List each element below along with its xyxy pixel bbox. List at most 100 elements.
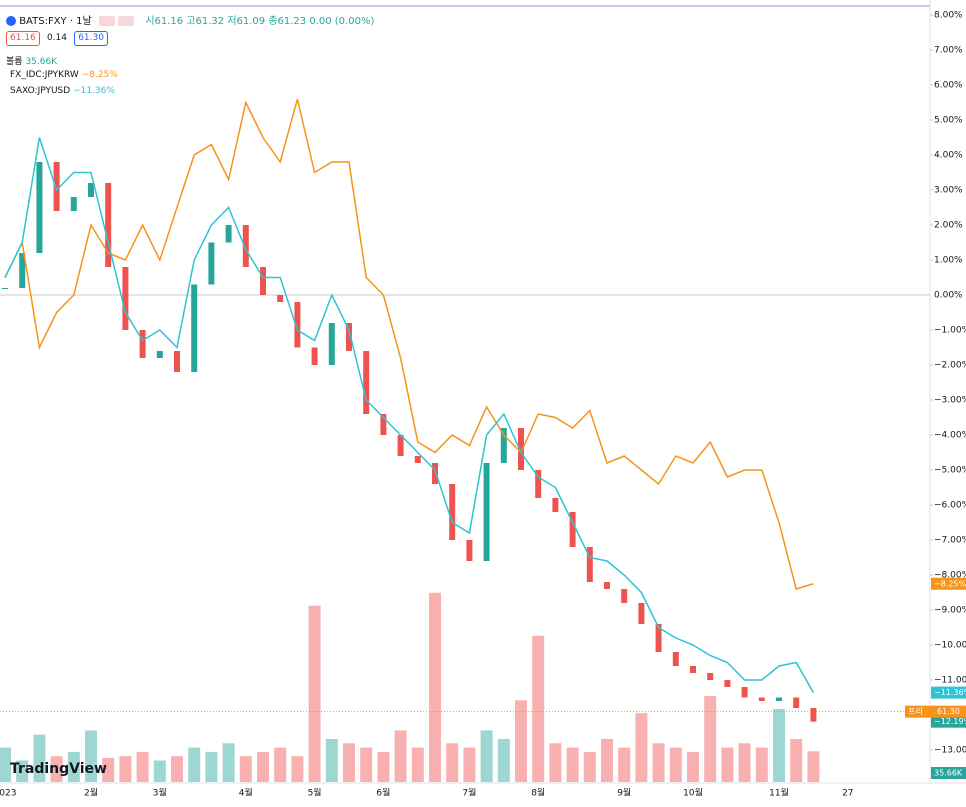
ask[interactable]: 61.30 <box>74 31 108 46</box>
volume-bar <box>411 747 424 782</box>
volume-bar <box>446 743 459 782</box>
volume-bar <box>119 756 132 782</box>
x-tick-label: 8월 <box>531 787 545 799</box>
y-tick-label: 4.00% <box>934 151 963 161</box>
price-tag-label: −11.36% <box>934 688 966 697</box>
candle <box>208 242 215 285</box>
candle <box>311 347 318 365</box>
volume-bar <box>549 743 562 782</box>
candle <box>518 428 524 470</box>
volume-bar <box>480 730 493 782</box>
x-tick-label: 2023 <box>0 789 16 799</box>
volume-bar <box>308 605 321 782</box>
volume-bar <box>652 743 665 782</box>
y-tick-label: 0.00% <box>934 291 963 301</box>
volume-bar <box>0 747 11 782</box>
badge <box>118 16 135 26</box>
candle <box>449 484 456 540</box>
candle <box>191 284 198 372</box>
candle <box>810 708 817 722</box>
candle <box>758 697 765 701</box>
candle <box>380 414 387 435</box>
volume-bar <box>171 756 183 782</box>
candle <box>466 540 473 561</box>
price-tag <box>931 686 966 699</box>
pre-price: 61.30 <box>937 707 960 716</box>
y-tick-label: −10.00% <box>934 641 966 651</box>
candle <box>277 295 284 302</box>
candle <box>328 323 335 365</box>
volume-bar <box>721 747 734 782</box>
candle <box>414 456 421 463</box>
volume-bar <box>188 747 201 782</box>
candle <box>793 697 800 708</box>
candle <box>655 624 662 652</box>
x-tick-label: 9월 <box>617 787 631 799</box>
volume-bar <box>205 751 218 782</box>
volume-bar <box>773 708 785 782</box>
volume-bar <box>807 751 820 782</box>
volume-tag <box>931 767 966 779</box>
volume-bar <box>566 747 579 782</box>
volume-value: 35.66K <box>25 57 58 67</box>
volume-bar <box>67 751 80 782</box>
volume-bar <box>704 696 717 782</box>
volume-bar <box>50 756 63 782</box>
y-tick-label: 5.00% <box>934 116 963 126</box>
x-tick-label: 27 <box>842 789 853 799</box>
candle <box>53 162 60 211</box>
x-tick-label: 6월 <box>376 787 390 799</box>
volume-bar <box>85 730 97 782</box>
candle <box>294 302 301 348</box>
candle <box>500 428 507 463</box>
candle <box>225 225 232 243</box>
quote: 61.16 0.14 61.30 <box>6 31 108 46</box>
y-tick-label: −8.00% <box>934 571 966 581</box>
candle <box>70 197 77 211</box>
volume-bar <box>515 700 527 782</box>
compare-legend: FX_IDC:JPYKRW −8.25% <box>10 70 118 80</box>
x-tick-label: 4월 <box>239 787 253 799</box>
candle <box>122 267 129 330</box>
volume-bar <box>222 743 235 782</box>
x-tick-label: 5월 <box>308 787 322 799</box>
volume-bar <box>153 760 166 782</box>
candle <box>2 288 8 289</box>
candle <box>105 183 112 267</box>
bid[interactable]: 61.16 <box>6 31 40 46</box>
volume-bar <box>755 747 768 782</box>
volume-bar <box>635 713 648 782</box>
y-tick-label: 6.00% <box>934 81 963 91</box>
volume-bar <box>274 747 287 782</box>
price-tag <box>931 577 966 590</box>
volume-bar <box>429 592 441 782</box>
volume-bar <box>377 751 390 782</box>
candle <box>690 666 696 673</box>
compare-line <box>4 98 814 590</box>
y-tick-label: 7.00% <box>934 46 963 56</box>
candle <box>707 673 714 680</box>
badge <box>98 16 115 26</box>
legend-main: BATS:FXY · 1날 시61.16 고61.32 저61.09 종61.2… <box>6 12 374 27</box>
volume-bar <box>291 756 304 782</box>
x-tick-label: 3월 <box>153 787 167 799</box>
candle <box>363 351 370 414</box>
candle <box>36 162 43 253</box>
volume-bar <box>463 747 476 782</box>
volume-bar <box>532 635 545 782</box>
volume-bar <box>669 747 682 782</box>
candle <box>741 687 748 698</box>
compare-change: −11.36% <box>73 86 115 96</box>
volume-bar <box>790 739 803 782</box>
volume-bar <box>360 747 373 782</box>
symbol[interactable]: BATS:FXY · 1날 <box>19 16 92 27</box>
volume-bar <box>325 739 338 782</box>
candle <box>397 435 404 456</box>
candle <box>156 351 163 358</box>
volume-bar <box>394 730 407 782</box>
volume-bar <box>738 743 751 782</box>
y-tick-label: −2.00% <box>934 361 966 371</box>
candle <box>776 697 782 701</box>
candle <box>88 183 94 197</box>
